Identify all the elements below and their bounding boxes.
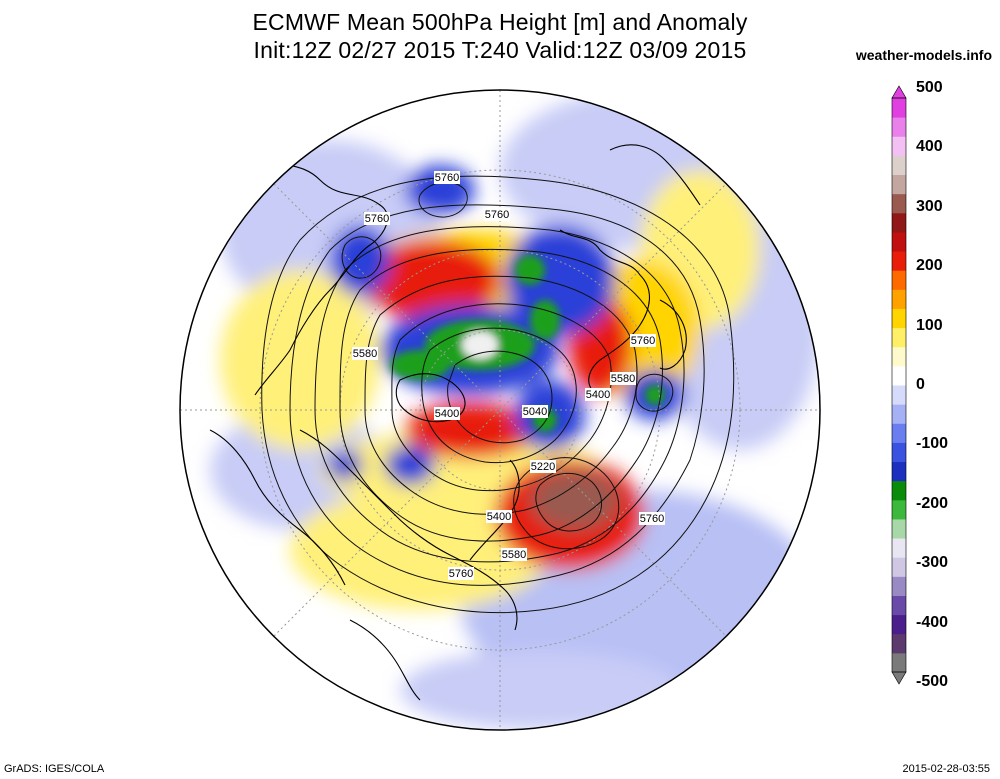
colorbar-swatch — [892, 480, 906, 501]
contour-label-text: 5760 — [631, 335, 655, 347]
contour-label: 5400 — [434, 407, 460, 420]
footer-timestamp: 2015-02-28-03:55 — [902, 763, 990, 775]
contour-label-text: 5040 — [523, 406, 547, 418]
colorbar-swatch — [892, 136, 906, 156]
colorbar-swatch — [892, 174, 906, 195]
colorbar-top-arrow — [891, 85, 907, 99]
colorbar-swatch — [892, 251, 906, 271]
contour-label: 5580 — [501, 548, 527, 561]
contour-label: 5760 — [639, 512, 665, 525]
colorbar-swatch — [892, 557, 906, 577]
map-boundary — [179, 89, 821, 731]
colorbar-tick-label: 200 — [916, 257, 943, 275]
colorbar-tick-label: -100 — [916, 435, 949, 453]
colorbar — [891, 85, 907, 685]
colorbar-swatch — [892, 117, 906, 137]
source-credit: weather-models.info — [855, 47, 992, 63]
colorbar-border — [891, 97, 907, 673]
colorbar-swatch — [892, 442, 906, 463]
colorbar-swatch — [892, 212, 906, 233]
contour-label-text: 5400 — [487, 511, 511, 523]
colorbar-swatch — [892, 576, 906, 596]
colorbar-swatch — [892, 423, 906, 443]
colorbar-swatch — [892, 404, 906, 424]
colorbar-swatch — [892, 365, 906, 386]
colorbar-tick-label: -200 — [916, 494, 949, 512]
contour-label: 5400 — [486, 510, 512, 523]
contour-label-text: 5760 — [640, 513, 664, 525]
contour-label-text: 5760 — [365, 213, 389, 225]
colorbar-swatch — [892, 614, 906, 635]
colorbar-tick-label: 300 — [916, 197, 943, 215]
colorbar-swatch — [892, 231, 906, 252]
contour-label: 5220 — [530, 460, 556, 473]
contour-label: 5040 — [522, 405, 548, 418]
colorbar-bottom-arrow — [891, 671, 907, 685]
colorbar-swatch — [892, 155, 906, 176]
contour-labels: 5760 5760 5760 5580 5760 5580 5400 5400 … — [352, 171, 665, 580]
colorbar-swatch — [892, 193, 906, 214]
contour-label-text: 5400 — [435, 408, 459, 420]
contour-label-text: 5580 — [502, 549, 526, 561]
colorbar-tick-label: 100 — [916, 316, 943, 334]
colorbar-tick-label: 0 — [916, 376, 925, 393]
contour-label-text: 5400 — [586, 389, 610, 401]
colorbar-tick-label: -500 — [916, 673, 949, 690]
colorbar-swatch — [892, 327, 906, 348]
contour-label-text: 5760 — [449, 568, 473, 580]
contour-label: 5760 — [484, 208, 510, 221]
contour-label-text: 5220 — [531, 461, 555, 473]
colorbar-swatch — [892, 518, 906, 539]
anomaly-field — [180, 90, 820, 730]
chart-title: ECMWF Mean 500hPa Height [m] and Anomaly — [252, 9, 748, 35]
colorbar-swatch — [892, 652, 906, 673]
colorbar-swatch — [892, 289, 906, 309]
colorbar-swatch — [892, 499, 906, 520]
footer-credit: GrADS: IGES/COLA — [4, 763, 105, 775]
contour-label: 5580 — [352, 347, 378, 360]
contour-label: 5400 — [585, 388, 611, 401]
contour-label: 5580 — [610, 372, 636, 385]
contour-label: 5760 — [630, 334, 656, 347]
chart-subtitle: Init:12Z 02/27 2015 T:240 Valid:12Z 03/0… — [253, 37, 747, 63]
contour-label-text: 5760 — [485, 209, 509, 221]
colorbar-swatch — [892, 633, 906, 654]
colorbar-swatch — [892, 538, 906, 558]
contour-label-text: 5580 — [611, 373, 635, 385]
colorbar-tick-label: -400 — [916, 613, 949, 631]
contour-label-text: 5760 — [435, 172, 459, 184]
contour-label: 5760 — [434, 171, 460, 184]
colorbar-swatch — [892, 346, 906, 367]
colorbar-tick-label: 500 — [916, 79, 943, 96]
contour-label: 5760 — [364, 212, 390, 225]
colorbar-swatch — [892, 270, 906, 290]
contour-label-text: 5580 — [353, 348, 377, 360]
colorbar-tick-label: 400 — [916, 138, 943, 156]
colorbar-swatch — [892, 98, 906, 118]
contour-label: 5760 — [448, 567, 474, 580]
colorbar-swatch — [892, 595, 906, 616]
colorbar-tick-label: -300 — [916, 554, 949, 572]
colorbar-swatch — [892, 385, 906, 405]
colorbar-swatch — [892, 308, 906, 329]
colorbar-swatch — [892, 461, 906, 482]
